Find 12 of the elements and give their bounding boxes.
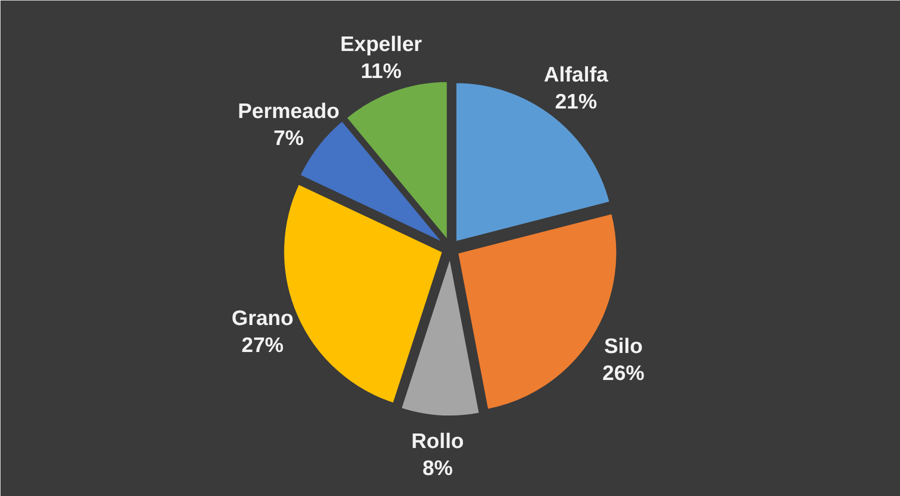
- slice-label: Expeller: [340, 32, 422, 56]
- data-label: 7%: [274, 126, 304, 150]
- data-label: 26%: [602, 362, 645, 386]
- data-label: 27%: [242, 334, 284, 357]
- slice-label: Permeado: [238, 100, 340, 123]
- slice-label: Silo: [604, 335, 643, 358]
- slice-label: Alfalfa: [544, 64, 608, 87]
- slice-label: Rollo: [411, 430, 464, 453]
- data-label: 11%: [360, 60, 402, 83]
- slice-label: Grano: [232, 306, 294, 330]
- data-label: 8%: [422, 456, 454, 480]
- data-label: 21%: [555, 90, 598, 114]
